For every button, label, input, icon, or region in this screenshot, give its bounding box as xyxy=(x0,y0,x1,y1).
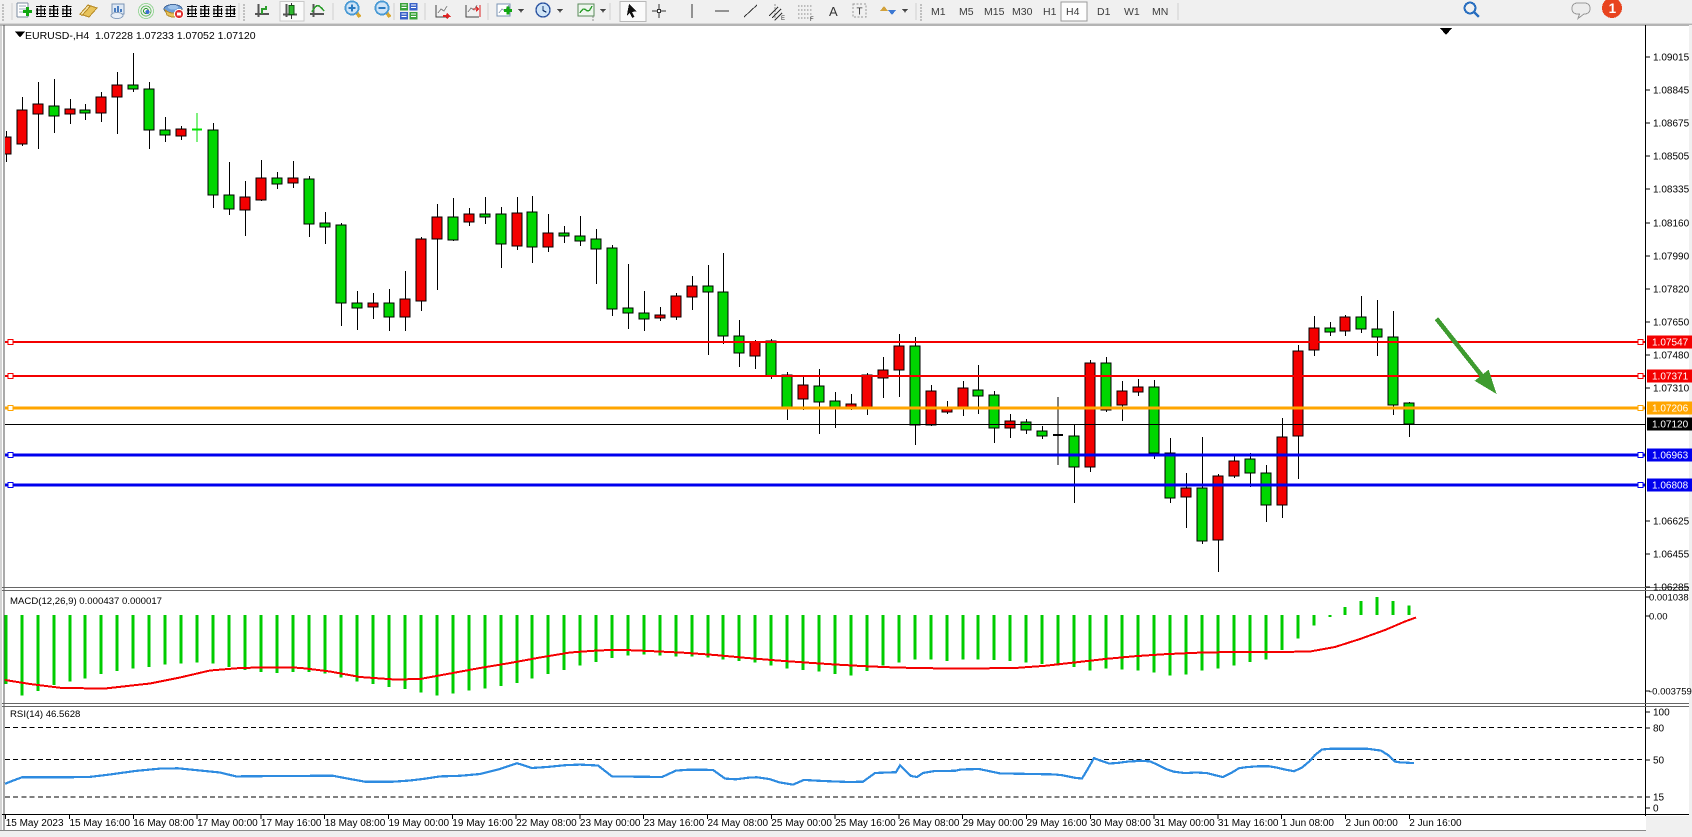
svg-text:T: T xyxy=(857,7,863,18)
svg-text:1.07310: 1.07310 xyxy=(1653,384,1690,395)
svg-text:1.08675: 1.08675 xyxy=(1653,119,1690,130)
svg-text:0.001038: 0.001038 xyxy=(1649,593,1689,604)
svg-text:1.07480: 1.07480 xyxy=(1653,351,1690,362)
svg-text:F: F xyxy=(810,17,814,23)
svg-text:1.06625: 1.06625 xyxy=(1653,517,1690,528)
svg-text:1.08505: 1.08505 xyxy=(1653,152,1690,163)
svg-text:50: 50 xyxy=(1653,756,1665,767)
svg-text:W1: W1 xyxy=(1124,6,1140,18)
svg-text:1.06455: 1.06455 xyxy=(1653,550,1690,561)
svg-text:31 May 16:00: 31 May 16:00 xyxy=(1218,818,1279,829)
svg-text:17 May 00:00: 17 May 00:00 xyxy=(197,818,258,829)
svg-text:19 May 00:00: 19 May 00:00 xyxy=(389,818,450,829)
svg-text:1.07820: 1.07820 xyxy=(1653,285,1690,296)
svg-text:24 May 08:00: 24 May 08:00 xyxy=(708,818,769,829)
svg-text:EURUSD-,H4 1.07228 1.07233 1.: EURUSD-,H4 1.07228 1.07233 1.07052 1.071… xyxy=(25,30,256,42)
svg-text:1.06963: 1.06963 xyxy=(1652,451,1689,462)
svg-text:A: A xyxy=(829,4,838,19)
svg-text:M15: M15 xyxy=(984,6,1005,18)
svg-text:-0.003759: -0.003759 xyxy=(1649,687,1692,698)
svg-text:1.06285: 1.06285 xyxy=(1653,583,1690,594)
svg-text:23 May 00:00: 23 May 00:00 xyxy=(580,818,641,829)
svg-text:1.08845: 1.08845 xyxy=(1653,86,1690,97)
svg-text:100: 100 xyxy=(1653,708,1670,719)
svg-text:2 Jun 00:00: 2 Jun 00:00 xyxy=(1346,818,1399,829)
svg-text:MN: MN xyxy=(1152,6,1168,18)
svg-text:17 May 16:00: 17 May 16:00 xyxy=(261,818,322,829)
svg-text:1.07371: 1.07371 xyxy=(1652,372,1689,383)
svg-text:1: 1 xyxy=(1609,1,1617,16)
svg-text:15 May 16:00: 15 May 16:00 xyxy=(70,818,131,829)
svg-text:0.00: 0.00 xyxy=(1649,612,1668,623)
svg-text:23 May 16:00: 23 May 16:00 xyxy=(644,818,705,829)
svg-text:1.09015: 1.09015 xyxy=(1653,53,1690,64)
svg-text:MACD(12,26,9) 0.000437 0.00001: MACD(12,26,9) 0.000437 0.000017 xyxy=(10,596,162,607)
svg-text:1 Jun 08:00: 1 Jun 08:00 xyxy=(1282,818,1335,829)
svg-text:E: E xyxy=(781,16,785,22)
svg-text:26 May 08:00: 26 May 08:00 xyxy=(899,818,960,829)
svg-text:0: 0 xyxy=(1653,804,1659,815)
svg-text:1.07650: 1.07650 xyxy=(1653,318,1690,329)
svg-text:25 May 16:00: 25 May 16:00 xyxy=(835,818,896,829)
svg-text:31 May 00:00: 31 May 00:00 xyxy=(1154,818,1215,829)
svg-text:H4: H4 xyxy=(1066,6,1080,18)
svg-text:1.07547: 1.07547 xyxy=(1652,338,1689,349)
svg-text:D1: D1 xyxy=(1097,6,1111,18)
svg-text:29 May 16:00: 29 May 16:00 xyxy=(1027,818,1088,829)
svg-text:M1: M1 xyxy=(931,6,946,18)
svg-text:18 May 08:00: 18 May 08:00 xyxy=(325,818,386,829)
svg-text:1.08335: 1.08335 xyxy=(1653,185,1690,196)
svg-text:1.08160: 1.08160 xyxy=(1653,219,1690,230)
svg-text:22 May 08:00: 22 May 08:00 xyxy=(516,818,577,829)
svg-text:M30: M30 xyxy=(1012,6,1033,18)
svg-text:1.07206: 1.07206 xyxy=(1652,404,1689,415)
svg-text:30 May 08:00: 30 May 08:00 xyxy=(1090,818,1151,829)
svg-text:16 May 08:00: 16 May 08:00 xyxy=(133,818,194,829)
svg-text:1.07990: 1.07990 xyxy=(1653,252,1690,263)
svg-text:29 May 00:00: 29 May 00:00 xyxy=(963,818,1024,829)
svg-text:80: 80 xyxy=(1653,724,1665,735)
svg-text:15: 15 xyxy=(1653,793,1665,804)
svg-text:25 May 00:00: 25 May 00:00 xyxy=(771,818,832,829)
svg-text:1.07120: 1.07120 xyxy=(1652,420,1689,431)
svg-text:15 May 2023: 15 May 2023 xyxy=(6,818,64,829)
svg-text:1.06808: 1.06808 xyxy=(1652,481,1689,492)
svg-text:19 May 16:00: 19 May 16:00 xyxy=(452,818,513,829)
svg-text:2 Jun 16:00: 2 Jun 16:00 xyxy=(1409,818,1462,829)
svg-text:H1: H1 xyxy=(1043,6,1057,18)
svg-text:RSI(14) 46.5628: RSI(14) 46.5628 xyxy=(10,709,80,720)
svg-text:M5: M5 xyxy=(959,6,974,18)
